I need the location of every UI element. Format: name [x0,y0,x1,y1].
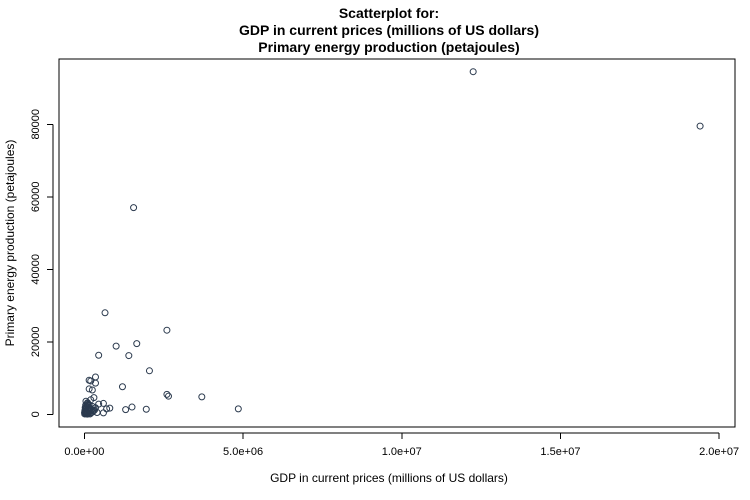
scatter-point [469,68,477,76]
scatter-point [82,410,90,418]
scatter-point [696,122,704,130]
y-axis: 0 20000 40000 60000 80000 [30,109,54,417]
scatter-point [142,405,150,413]
scatter-point [128,403,136,411]
x-axis: 0.0e+00 5.0e+06 1.0e+07 1.5e+07 2.0e+07 [64,432,739,458]
data-points [81,68,704,418]
plot-area-frame [58,58,736,428]
scatter-point [163,326,171,334]
scatter-point [112,342,120,350]
scatter-point [130,204,138,212]
scatter-point [91,406,99,414]
y-tick-label: 80000 [30,109,42,140]
scatter-point [133,340,141,348]
x-tick-label: 0.0e+00 [64,446,104,458]
scatter-point [99,409,107,417]
scatter-point [198,393,206,401]
y-tick-label: 40000 [30,254,42,285]
scatter-point [101,309,109,317]
x-tick-label: 1.0e+07 [382,446,422,458]
x-tick-label: 5.0e+06 [223,446,263,458]
y-axis-label: Primary energy production (petajoules) [3,140,17,347]
scatter-point [83,400,91,408]
scatter-point [145,367,153,375]
scatter-point [99,399,107,407]
scatter-point [88,386,96,394]
chart-title-line-2: GDP in current prices (millions of US do… [239,22,539,38]
scatter-point [85,385,93,393]
chart-title-line-1: Scatterplot for: [339,5,439,21]
scatter-point [164,392,172,400]
chart-title-line-3: Primary energy production (petajoules) [258,39,519,55]
scatter-point [163,390,171,398]
x-tick-label: 2.0e+07 [699,446,739,458]
scatter-point [91,379,99,387]
scatter-point [106,404,114,412]
y-tick-label: 60000 [30,181,42,212]
scatter-point [125,352,133,360]
scatter-point [118,383,126,391]
scatter-point [122,406,130,414]
scatter-point [234,405,242,413]
y-tick-label: 0 [30,411,42,417]
y-tick-label: 20000 [30,327,42,358]
scatter-point [95,351,103,359]
x-axis-label: GDP in current prices (millions of US do… [270,471,508,485]
x-tick-label: 1.5e+07 [540,446,580,458]
